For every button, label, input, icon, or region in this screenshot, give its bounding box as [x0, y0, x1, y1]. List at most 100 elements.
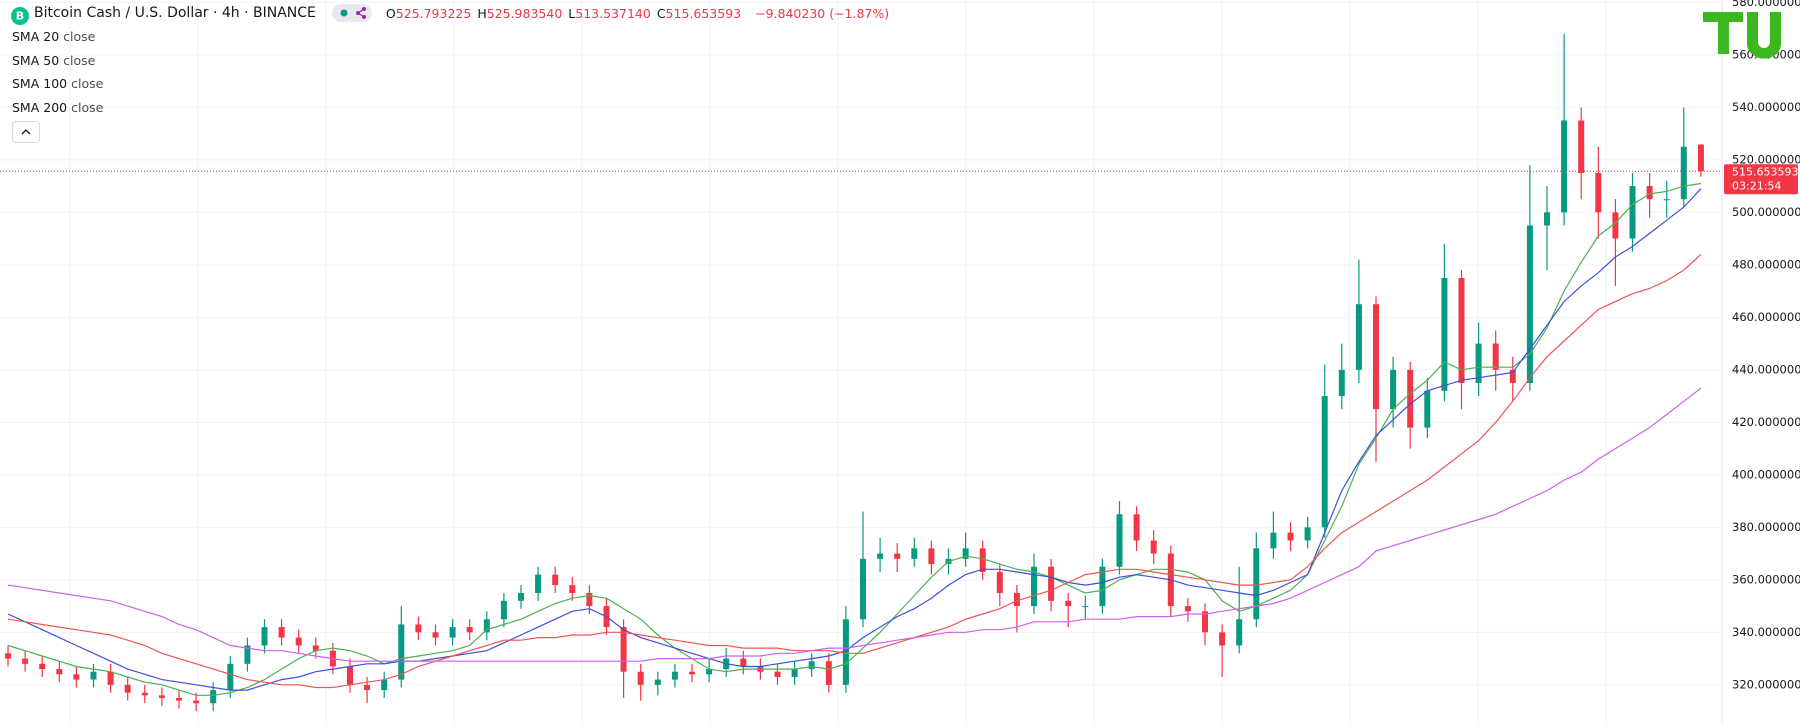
candle-body — [90, 671, 97, 680]
candle-body — [1116, 514, 1123, 567]
y-tick-label: 400.000000 — [1732, 467, 1800, 481]
indicator-entry[interactable]: SMA 50 close — [12, 53, 95, 68]
candle-body — [637, 671, 644, 685]
collapse-button[interactable] — [12, 121, 40, 143]
indicator-entry[interactable]: SMA 20 close — [12, 29, 95, 44]
candle-body — [1458, 277, 1465, 383]
candle-body — [1202, 611, 1208, 633]
candle-body — [1629, 186, 1636, 239]
icon-circle — [11, 7, 29, 25]
candle-body — [1561, 120, 1568, 213]
candle-body — [1133, 514, 1140, 541]
candle-body — [5, 653, 11, 659]
grid — [0, 0, 1722, 725]
ohlc-legend: O525.793225 H525.983540 L513.537140 C515.65… — [386, 6, 747, 21]
candle-body — [1578, 120, 1585, 173]
candle-body — [928, 548, 935, 565]
candle-body — [1526, 225, 1533, 383]
candle-body — [193, 700, 200, 704]
candle-body — [586, 592, 593, 607]
symbol-title: Bitcoin Cash / U.S. Dollar · 4h · BINANC… — [34, 5, 316, 21]
sma-line — [7, 253, 1702, 689]
candle-body — [1492, 343, 1499, 370]
candle-body — [227, 663, 234, 691]
y-tick-label: 340.000000 — [1732, 625, 1800, 639]
candle-body — [774, 671, 781, 677]
candle-body — [312, 645, 319, 651]
indicator-entry[interactable]: SMA 200 close — [12, 100, 103, 115]
icon-glyph: B — [16, 10, 24, 23]
candle-body — [1253, 548, 1260, 620]
indicator-source: close — [63, 52, 96, 68]
logo — [1703, 12, 1781, 59]
candle-body — [210, 690, 217, 704]
candle-body — [176, 697, 182, 701]
candle-body — [1407, 369, 1414, 428]
candle-body — [1441, 277, 1448, 391]
candle-body — [73, 674, 80, 680]
ohlc-item: O525.793225 — [386, 6, 471, 21]
candle-body — [1680, 146, 1687, 200]
candle-body — [124, 684, 131, 693]
candle-body — [1048, 566, 1055, 601]
y-tick-label: 460.000000 — [1732, 310, 1800, 324]
ohlc-value: 513.537140 — [575, 5, 651, 21]
ohlc-key: L — [568, 5, 576, 21]
candle-body — [1184, 606, 1191, 612]
candle-body — [1013, 592, 1020, 607]
share-link — [357, 8, 365, 18]
candle-body — [466, 627, 473, 633]
candle-body — [706, 669, 713, 675]
candle-body — [1065, 600, 1072, 607]
indicator-name: SMA 20 — [12, 29, 60, 44]
candle-body — [22, 658, 29, 664]
candle-body — [261, 627, 268, 646]
candle-body — [1509, 369, 1516, 383]
candle-body — [535, 574, 542, 593]
y-tick-label: 540.000000 — [1732, 100, 1800, 114]
candle-body — [56, 669, 63, 675]
status-pill[interactable] — [331, 4, 372, 22]
candle-body — [1355, 304, 1362, 370]
last-price-label: 515.653593 — [1732, 165, 1798, 178]
ohlc-value: 515.653593 — [665, 5, 742, 21]
y-tick-label: 440.000000 — [1732, 362, 1800, 376]
candle-body — [381, 679, 388, 691]
indicator-name: SMA 200 — [12, 99, 68, 115]
indicator-entry[interactable]: SMA 100 close — [12, 76, 103, 91]
candle-body — [1270, 532, 1277, 549]
candle-body — [671, 671, 678, 680]
candle-body — [877, 553, 884, 559]
y-tick-label: 360.000000 — [1732, 572, 1800, 586]
candle-body — [842, 619, 849, 685]
candle-body — [518, 592, 524, 601]
y-tick-label: 420.000000 — [1732, 415, 1800, 429]
change: −9.840230 (−1.87%) — [755, 5, 890, 21]
candle-body — [1099, 566, 1106, 607]
candle-body — [894, 553, 901, 559]
header: B Bitcoin Cash / U.S. Dollar · 4h · BINA… — [8, 4, 890, 25]
candle-body — [962, 548, 969, 559]
chevron — [21, 129, 31, 135]
candle-body — [432, 632, 439, 638]
candle-body — [1338, 369, 1345, 397]
candle-body — [860, 558, 866, 620]
candle-body — [244, 645, 251, 664]
candle-body — [1150, 540, 1157, 554]
candle-body — [483, 619, 490, 633]
candle-body — [364, 684, 371, 691]
candle-body — [620, 627, 627, 672]
candle-body — [1595, 172, 1602, 213]
y-tick-label: 380.000000 — [1732, 520, 1800, 534]
candle-body — [278, 627, 285, 638]
ohlc-key: O — [385, 5, 396, 21]
sma-line — [7, 182, 1701, 696]
indicator-source: close — [71, 76, 104, 91]
indicator-name: SMA 100 — [12, 76, 68, 91]
candle-body — [39, 663, 46, 670]
candle-body — [1475, 343, 1482, 383]
indicator-source: close — [71, 99, 104, 115]
candle-body — [1373, 304, 1379, 410]
candle-body — [1646, 186, 1653, 200]
